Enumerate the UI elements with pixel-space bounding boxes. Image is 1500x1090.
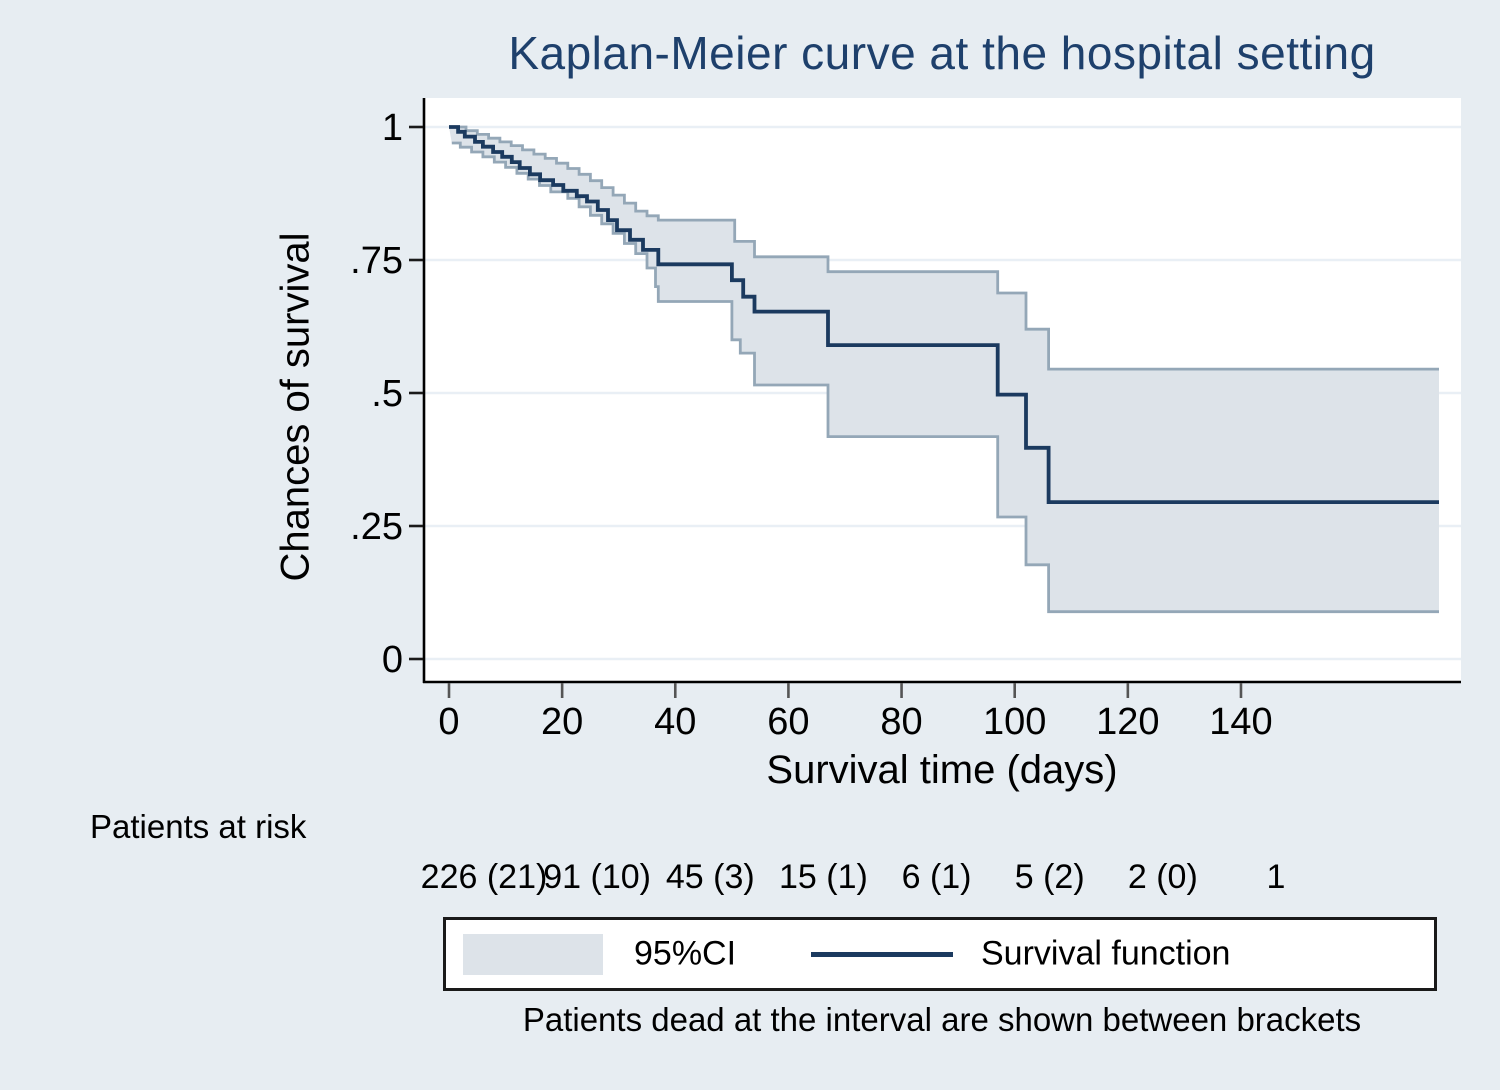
risk-count: 91 (10) (543, 858, 651, 896)
x-tick-label: 120 (1096, 701, 1159, 743)
x-tick-label: 0 (438, 701, 459, 743)
ci-lower-line (451, 141, 1439, 614)
survival-legend-label: Survival function (981, 934, 1231, 973)
x-tick-label: 20 (541, 701, 583, 743)
x-tick-label: 100 (983, 701, 1046, 743)
survival-curve (449, 125, 1439, 505)
y-tick-label: 1 (382, 107, 403, 149)
legend-box: 95%CI Survival function (443, 917, 1437, 991)
risk-count: 226 (21) (420, 858, 548, 896)
y-tick-label: 0 (382, 639, 403, 681)
y-tick-label: .25 (350, 506, 403, 548)
patients-at-risk-label: Patients at risk (90, 808, 307, 845)
risk-count: 1 (1266, 858, 1286, 896)
ci-swatch (463, 934, 603, 975)
x-tick-label: 140 (1209, 701, 1272, 743)
x-axis-title: Survival time (days) (766, 748, 1118, 792)
footnote: Patients dead at the interval are shown … (522, 1001, 1362, 1038)
chart-title: Kaplan-Meier curve at the hospital setti… (508, 27, 1376, 79)
risk-count: 5 (2) (1014, 858, 1085, 896)
y-tick-label: .75 (350, 240, 403, 282)
ci-upper-line (449, 125, 1439, 371)
risk-count: 2 (0) (1127, 858, 1198, 896)
survival-line-sample (811, 952, 953, 957)
risk-count: 15 (1) (778, 858, 868, 896)
risk-count: 6 (1) (901, 858, 972, 896)
ci-band (449, 127, 1439, 612)
y-tick-label: .5 (371, 373, 403, 415)
x-tick-label: 60 (767, 701, 809, 743)
x-tick-label: 40 (654, 701, 696, 743)
risk-count: 45 (3) (665, 858, 755, 896)
ci-legend-label: 95%CI (634, 934, 737, 973)
x-tick-label: 80 (880, 701, 922, 743)
